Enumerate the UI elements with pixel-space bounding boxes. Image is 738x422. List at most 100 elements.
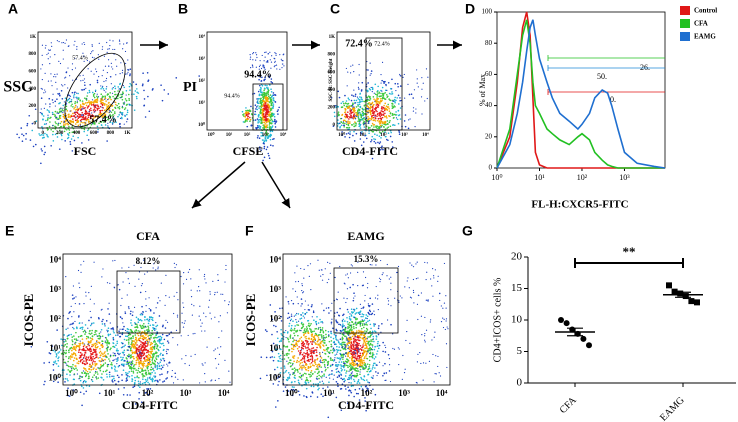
event-dot	[272, 98, 274, 100]
event-dot	[93, 104, 95, 106]
event-dot	[79, 347, 81, 349]
event-dot	[115, 366, 117, 368]
event-dot	[157, 368, 159, 370]
event-dot	[128, 365, 130, 367]
event-dot	[359, 109, 361, 111]
x-tick-label: 10⁴	[280, 132, 287, 138]
event-dot	[338, 323, 340, 325]
event-dot	[261, 105, 263, 107]
event-dot	[80, 105, 82, 107]
event-dot	[258, 114, 260, 116]
event-dot	[72, 106, 74, 108]
event-dot	[157, 337, 159, 339]
event-dot	[255, 108, 257, 110]
event-dot	[247, 110, 249, 112]
event-dot	[136, 317, 138, 319]
event-dot	[364, 319, 366, 321]
event-dot	[275, 326, 277, 328]
event-dot	[373, 124, 375, 126]
event-dot	[353, 300, 355, 302]
event-dot	[85, 390, 87, 392]
event-dot	[102, 353, 104, 355]
event-dot	[76, 98, 77, 99]
event-dot	[43, 154, 45, 156]
event-dot	[143, 342, 145, 344]
event-dot	[137, 349, 139, 351]
event-dot	[64, 101, 65, 102]
event-dot	[144, 375, 146, 377]
event-dot	[362, 113, 364, 115]
event-dot	[122, 346, 123, 347]
event-dot	[366, 371, 368, 373]
event-dot	[256, 128, 258, 130]
event-dot	[371, 70, 373, 72]
event-dot	[182, 322, 183, 323]
event-dot	[90, 311, 91, 312]
event-dot	[392, 124, 394, 126]
event-dot	[142, 376, 144, 378]
event-dot	[391, 114, 393, 116]
event-dot	[163, 345, 165, 347]
event-dot	[108, 66, 109, 67]
event-dot	[148, 297, 149, 298]
event-dot	[91, 332, 93, 334]
event-dot	[84, 117, 86, 119]
event-dot	[107, 52, 108, 53]
event-dot	[263, 90, 265, 92]
event-dot	[86, 134, 88, 136]
event-dot	[349, 113, 351, 115]
event-dot	[76, 358, 78, 360]
event-dot	[55, 356, 57, 358]
event-dot	[95, 346, 97, 348]
event-dot	[25, 133, 27, 135]
event-dot	[128, 346, 130, 348]
event-dot	[362, 325, 364, 327]
event-dot	[167, 365, 168, 366]
event-dot	[112, 260, 113, 261]
event-dot	[368, 132, 370, 134]
event-dot	[265, 100, 267, 102]
event-dot	[376, 134, 378, 136]
event-dot	[172, 370, 173, 371]
event-dot	[354, 121, 356, 123]
event-dot	[158, 267, 159, 268]
event-dot	[67, 100, 69, 102]
event-dot	[112, 327, 114, 329]
event-dot	[370, 334, 372, 336]
event-dot	[153, 312, 155, 314]
event-dot	[361, 328, 363, 330]
event-dot	[275, 53, 276, 54]
event-dot	[63, 116, 65, 118]
event-dot	[143, 361, 145, 363]
event-dot	[61, 139, 63, 141]
event-dot	[136, 341, 138, 343]
event-dot	[211, 318, 212, 319]
event-dot	[381, 82, 382, 83]
event-dot	[111, 376, 112, 377]
event-dot	[353, 292, 355, 294]
event-dot	[125, 380, 127, 382]
event-dot	[53, 364, 55, 366]
event-dot	[64, 140, 66, 142]
event-dot	[390, 112, 392, 114]
event-dot	[118, 114, 120, 116]
event-dot	[62, 85, 63, 86]
event-dot	[91, 379, 92, 380]
event-dot	[131, 380, 133, 382]
event-dot	[54, 126, 56, 128]
event-dot	[67, 361, 69, 363]
event-dot	[96, 71, 97, 72]
event-dot	[267, 101, 269, 103]
event-dot	[74, 365, 76, 367]
event-dot	[144, 330, 146, 332]
event-dot	[66, 343, 68, 345]
event-dot	[342, 337, 344, 339]
event-dot	[115, 107, 117, 109]
event-dot	[66, 110, 68, 112]
event-dot	[119, 106, 121, 108]
event-dot	[75, 353, 77, 355]
event-dot	[105, 91, 106, 92]
event-dot	[135, 329, 137, 331]
event-dot	[52, 131, 54, 133]
